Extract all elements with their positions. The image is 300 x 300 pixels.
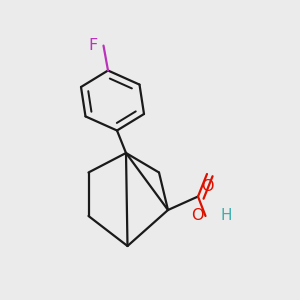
Text: O: O — [191, 208, 204, 224]
Text: H: H — [220, 208, 232, 224]
Text: O: O — [201, 179, 213, 194]
Text: F: F — [89, 38, 98, 53]
